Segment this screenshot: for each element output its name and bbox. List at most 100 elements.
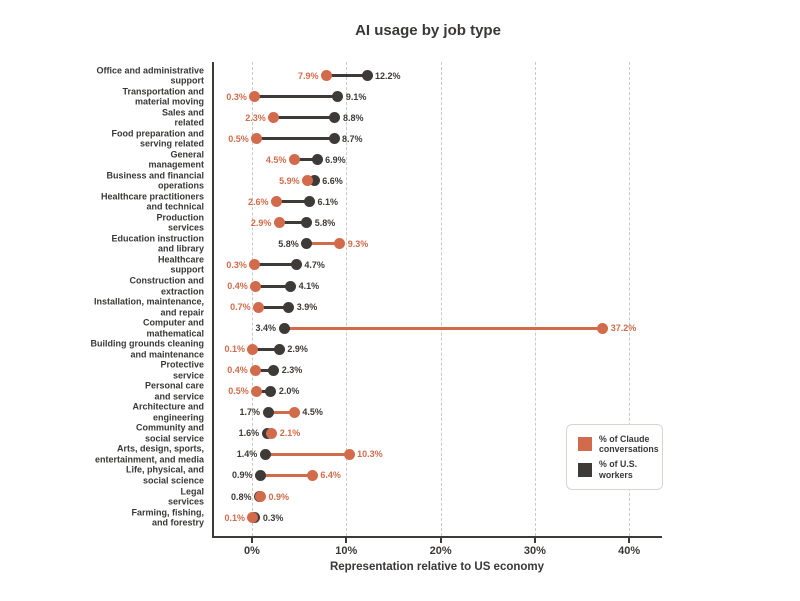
claude-dot	[249, 91, 261, 103]
workers-legend-swatch	[578, 462, 592, 477]
workers-dot	[268, 364, 280, 376]
connector-line	[276, 200, 310, 204]
x-tick	[439, 537, 442, 543]
claude-dot	[254, 491, 266, 502]
value-label-left: 7.9%	[297, 70, 319, 81]
gridline	[534, 62, 536, 536]
value-label-right: 0.3%	[262, 512, 284, 523]
value-label-right: 9.3%	[347, 238, 369, 249]
value-label-left: 5.9%	[279, 175, 300, 186]
category-label: Personal care and service	[144, 380, 204, 402]
claude-legend-swatch	[578, 437, 592, 452]
category-label: Life, physical, and social science	[125, 464, 204, 486]
legend: % of Claude conversations % of U.S. work…	[566, 424, 663, 490]
category-label: Office and administrative support	[96, 65, 204, 86]
category-label: Building grounds cleaning and maintenance	[90, 338, 205, 360]
x-tick-label: 40%	[618, 545, 641, 557]
category-label: Healthcare support	[157, 254, 204, 275]
x-tick-label: 30%	[523, 545, 546, 557]
gridline	[440, 62, 442, 536]
category-label: Production services	[156, 212, 205, 233]
x-tick	[345, 537, 348, 543]
value-label-right: 6.9%	[325, 154, 346, 165]
x-axis-line	[212, 536, 662, 538]
value-label-left: 1.6%	[238, 428, 260, 439]
chart-title: AI usage by job type	[355, 22, 501, 39]
connector-line	[260, 473, 313, 477]
workers-dot	[308, 175, 320, 187]
workers-dot	[301, 238, 313, 250]
gridline	[346, 62, 348, 536]
value-label-left: 0.1%	[224, 344, 245, 355]
category-label: Community and social service	[135, 422, 204, 444]
claude-dot	[306, 469, 318, 481]
value-label-left: 1.7%	[239, 407, 261, 418]
value-label-right: 10.3%	[357, 449, 383, 460]
value-label-right: 2.1%	[279, 428, 301, 439]
value-label-right: 9.1%	[345, 91, 367, 102]
connector-line	[273, 116, 335, 120]
category-label: Arts, design, sports, entertainment, and …	[94, 443, 204, 465]
workers-dot	[304, 196, 316, 208]
value-label-right: 4.7%	[304, 259, 325, 270]
value-label-left: 0.8%	[231, 491, 252, 502]
value-label-left: 0.7%	[230, 302, 251, 313]
category-label: Protective service	[160, 359, 204, 381]
workers-dot	[328, 133, 340, 145]
claude-dot	[334, 238, 346, 250]
value-label-right: 6.4%	[320, 470, 341, 481]
category-label: Legal services	[167, 486, 204, 507]
value-label-right: 8.8%	[342, 112, 364, 123]
category-label: General management	[148, 149, 204, 170]
connector-line	[268, 410, 295, 414]
claude-dot	[247, 343, 259, 355]
connector-line	[284, 326, 603, 330]
x-tick-label: 0%	[244, 545, 260, 557]
category-label: Installation, maintenance, and repair	[93, 296, 204, 318]
y-axis-spine	[212, 62, 214, 536]
workers-dot	[311, 154, 323, 166]
x-axis-label: Representation relative to US economy	[329, 561, 545, 573]
category-label: Farming, fishing, and forestry	[131, 507, 204, 528]
workers-dot	[262, 406, 274, 418]
value-label-right: 0.9%	[268, 491, 289, 502]
claude-dot	[250, 364, 262, 376]
claude-dot	[247, 512, 259, 524]
connector-line	[258, 305, 289, 309]
value-label-left: 2.9%	[250, 217, 272, 228]
claude-dot	[271, 196, 283, 208]
claude-dot	[249, 259, 261, 271]
connector-line	[326, 74, 368, 77]
x-tick-label: 20%	[429, 545, 452, 557]
category-label: Food preparation and serving related	[111, 128, 204, 149]
x-tick	[628, 537, 631, 543]
value-label-left: 0.4%	[227, 281, 248, 291]
legend-item-claude: % of Claude conversations	[578, 434, 659, 455]
workers-dot	[301, 217, 313, 229]
connector-line	[256, 137, 335, 141]
value-label-right: 2.3%	[281, 365, 303, 376]
claude-dot	[288, 406, 300, 418]
connector-line	[294, 158, 318, 162]
value-label-left: 0.9%	[231, 470, 253, 481]
category-label: Computer and mathematical	[142, 317, 204, 339]
claude-dot	[266, 427, 278, 439]
workers-dot	[329, 112, 341, 124]
value-label-right: 6.1%	[317, 196, 339, 207]
value-label-left: 4.5%	[265, 154, 287, 165]
gridline	[252, 62, 253, 536]
value-label-right: 4.1%	[298, 281, 320, 291]
claude-dot	[268, 112, 280, 124]
claude-dot	[320, 70, 332, 81]
workers-legend-label: % of U.S. workers	[599, 459, 638, 480]
value-label-right: 6.6%	[322, 175, 343, 186]
claude-dot	[597, 322, 609, 334]
x-tick	[533, 537, 536, 543]
value-label-right: 2.9%	[287, 344, 308, 355]
claude-dot	[253, 301, 265, 313]
claude-dot	[251, 133, 263, 145]
value-label-right: 3.9%	[296, 302, 318, 313]
value-label-left: 0.3%	[226, 91, 247, 102]
workers-dot	[361, 70, 373, 81]
